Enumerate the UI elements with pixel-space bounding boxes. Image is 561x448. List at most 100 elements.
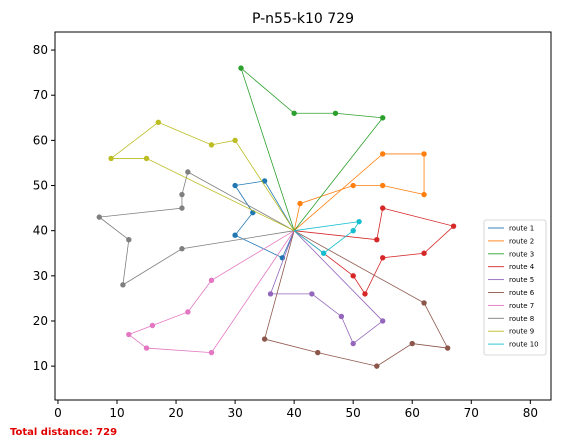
route-7-point [126,331,132,338]
route-3-point [332,110,339,116]
route-3-point [291,110,297,116]
route-8-point [126,237,132,243]
legend-label: route 2 [509,237,534,245]
route-8-point [185,169,191,175]
legend: route 1 route 2 route 3 route 4 route 5 route… [483,219,547,356]
route-10-point [356,218,362,225]
route-2-point [421,191,427,198]
route-5-point [380,318,386,324]
route-9-point [108,155,114,162]
plot-area [96,65,457,369]
route-4-point [380,255,386,261]
route-7-point [185,309,191,315]
x-tick-label: 80 [523,406,538,420]
route-3-point [238,65,244,71]
chart-title: P-n55-k10 729 [252,11,354,27]
x-tick-label: 20 [168,406,183,420]
route-5-point [267,291,274,297]
route-6-point [374,363,380,369]
route-2-point [380,151,386,157]
route-5-point [338,313,345,320]
legend-label: route 5 [509,276,534,284]
route-5-line [269,230,384,345]
route-5-point [309,291,315,297]
x-tick-label: 70 [464,406,479,420]
route-1-line [234,180,295,259]
route-8-point [179,246,185,252]
route-5 [267,230,386,347]
route-2-point [350,182,356,189]
x-tick-label: 30 [227,406,242,420]
y-tick-label: 50 [33,179,48,193]
legend-label: route 10 [509,341,539,349]
x-tick-label: 40 [287,406,302,420]
route-2-point [421,151,427,157]
route-4-point [421,250,427,256]
route-6-point [261,336,268,342]
route-6 [261,230,451,369]
y-tick-label: 40 [33,224,48,238]
route-8 [96,169,295,288]
route-7-line [127,230,295,354]
route-9-point [155,119,162,126]
route-3-point [380,115,386,121]
x-tick-label: 0 [54,406,62,420]
route-4-point [350,273,356,279]
route-8-line [98,171,295,286]
route-2-point [297,200,303,207]
route-6-line [264,230,449,367]
route-8-point [179,205,185,211]
route-10 [293,218,362,256]
legend-label: route 9 [509,328,534,336]
route-1-point [261,178,268,184]
route-9-line [109,121,295,232]
route-2-point [380,182,386,189]
route-4-point [450,223,457,229]
route-1-point [232,232,238,238]
route-9-point [143,155,150,162]
route-9-point [232,137,238,144]
route-7-point [149,322,156,329]
route-1-point [232,182,238,189]
route-6-point [444,345,451,351]
route-6-point [421,300,427,306]
route-4 [293,205,457,297]
legend-label: route 8 [509,315,534,323]
route-1 [232,178,295,261]
route-4-point [374,237,380,243]
legend-label: route 7 [509,302,534,310]
y-tick-label: 60 [33,133,48,147]
legend-label: route 4 [509,263,535,271]
x-axis: 0 10 20 30 40 50 60 70 80 [54,400,538,420]
route-4-point [362,291,368,297]
x-tick-label: 60 [405,406,420,420]
legend-label: route 3 [509,250,534,258]
route-4-point [380,205,386,211]
route-6-point [315,349,321,356]
legend-label: route 1 [509,225,534,233]
y-tick-label: 80 [33,43,48,57]
route-7 [126,230,295,356]
legend-label: route 6 [509,289,535,297]
y-tick-label: 30 [33,269,48,283]
route-7-point [208,277,215,284]
route-9-point [208,142,215,148]
route-10-point [350,227,356,234]
route-5-point [350,340,356,347]
y-tick-label: 70 [33,88,48,102]
y-tick-label: 10 [33,359,48,373]
route-3 [238,65,386,231]
route-6-point [409,340,415,347]
route-8-point [179,191,185,198]
y-axis: 10 20 30 40 50 60 70 80 [33,43,55,373]
route-9 [108,119,295,232]
route-4-line [293,207,455,295]
route-8-point [120,282,126,288]
y-tick-label: 20 [33,314,48,328]
axes-frame [54,31,552,401]
x-tick-label: 10 [109,406,124,420]
route-7-point [208,349,215,356]
route-2 [293,151,427,231]
route-10-point [320,250,327,256]
